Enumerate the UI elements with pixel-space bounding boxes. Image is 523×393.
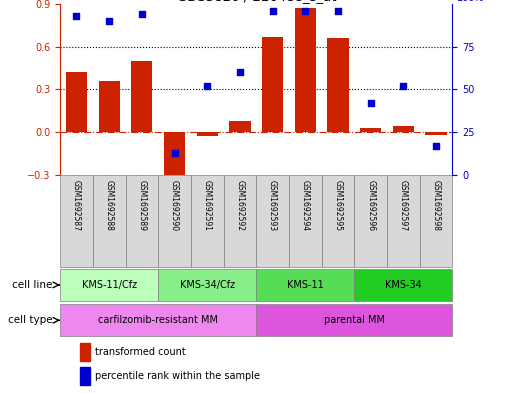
Text: GSM1692591: GSM1692591 bbox=[203, 180, 212, 231]
Text: GSM1692587: GSM1692587 bbox=[72, 180, 81, 231]
Bar bbox=[164, 132, 185, 179]
Text: 100%: 100% bbox=[457, 0, 484, 2]
FancyBboxPatch shape bbox=[158, 175, 191, 267]
Bar bbox=[79, 367, 89, 385]
Bar bbox=[229, 121, 251, 132]
FancyBboxPatch shape bbox=[289, 175, 322, 267]
Point bbox=[170, 149, 179, 156]
Point bbox=[399, 83, 407, 89]
Point bbox=[72, 13, 81, 19]
Point bbox=[236, 69, 244, 75]
FancyBboxPatch shape bbox=[60, 304, 256, 336]
Bar bbox=[98, 81, 120, 132]
Text: GSM1692595: GSM1692595 bbox=[334, 180, 343, 231]
Bar bbox=[425, 132, 447, 135]
FancyBboxPatch shape bbox=[256, 304, 452, 336]
Text: GSM1692589: GSM1692589 bbox=[138, 180, 146, 231]
Bar bbox=[197, 132, 218, 136]
Point bbox=[301, 7, 310, 14]
FancyBboxPatch shape bbox=[322, 175, 355, 267]
Bar bbox=[327, 38, 349, 132]
Bar bbox=[393, 127, 414, 132]
FancyBboxPatch shape bbox=[355, 269, 452, 301]
Point bbox=[334, 7, 342, 14]
FancyBboxPatch shape bbox=[224, 175, 256, 267]
FancyBboxPatch shape bbox=[256, 175, 289, 267]
FancyBboxPatch shape bbox=[60, 175, 93, 267]
Text: GSM1692592: GSM1692592 bbox=[235, 180, 244, 231]
Point bbox=[268, 7, 277, 14]
Text: KMS-11: KMS-11 bbox=[287, 280, 324, 290]
Text: GSM1692596: GSM1692596 bbox=[366, 180, 375, 231]
FancyBboxPatch shape bbox=[60, 269, 158, 301]
FancyBboxPatch shape bbox=[158, 269, 256, 301]
Bar bbox=[262, 37, 283, 132]
Text: transformed count: transformed count bbox=[95, 347, 186, 357]
FancyBboxPatch shape bbox=[126, 175, 158, 267]
FancyBboxPatch shape bbox=[191, 175, 224, 267]
Text: GSM1692598: GSM1692598 bbox=[431, 180, 440, 231]
Bar bbox=[360, 128, 381, 132]
Text: GSM1692594: GSM1692594 bbox=[301, 180, 310, 231]
Point bbox=[138, 11, 146, 17]
Bar bbox=[131, 61, 153, 132]
Point bbox=[105, 18, 113, 24]
Text: cell line: cell line bbox=[12, 280, 52, 290]
Text: parental MM: parental MM bbox=[324, 315, 385, 325]
FancyBboxPatch shape bbox=[419, 175, 452, 267]
FancyBboxPatch shape bbox=[256, 269, 355, 301]
Point bbox=[367, 100, 375, 106]
Bar bbox=[66, 72, 87, 132]
FancyBboxPatch shape bbox=[93, 175, 126, 267]
Bar bbox=[79, 343, 89, 361]
Bar bbox=[294, 8, 316, 132]
Text: GSM1692590: GSM1692590 bbox=[170, 180, 179, 231]
FancyBboxPatch shape bbox=[387, 175, 419, 267]
Text: GSM1692597: GSM1692597 bbox=[399, 180, 408, 231]
Point bbox=[203, 83, 211, 89]
Text: cell type: cell type bbox=[8, 315, 52, 325]
Point bbox=[432, 143, 440, 149]
Text: GSM1692588: GSM1692588 bbox=[105, 180, 113, 230]
Text: KMS-34/Cfz: KMS-34/Cfz bbox=[180, 280, 235, 290]
Text: carfilzomib-resistant MM: carfilzomib-resistant MM bbox=[98, 315, 218, 325]
Text: GSM1692593: GSM1692593 bbox=[268, 180, 277, 231]
Text: percentile rank within the sample: percentile rank within the sample bbox=[95, 371, 260, 381]
FancyBboxPatch shape bbox=[355, 175, 387, 267]
Text: KMS-11/Cfz: KMS-11/Cfz bbox=[82, 280, 137, 290]
Title: GDS5826 / 220488_s_at: GDS5826 / 220488_s_at bbox=[177, 0, 336, 3]
Text: KMS-34: KMS-34 bbox=[385, 280, 422, 290]
